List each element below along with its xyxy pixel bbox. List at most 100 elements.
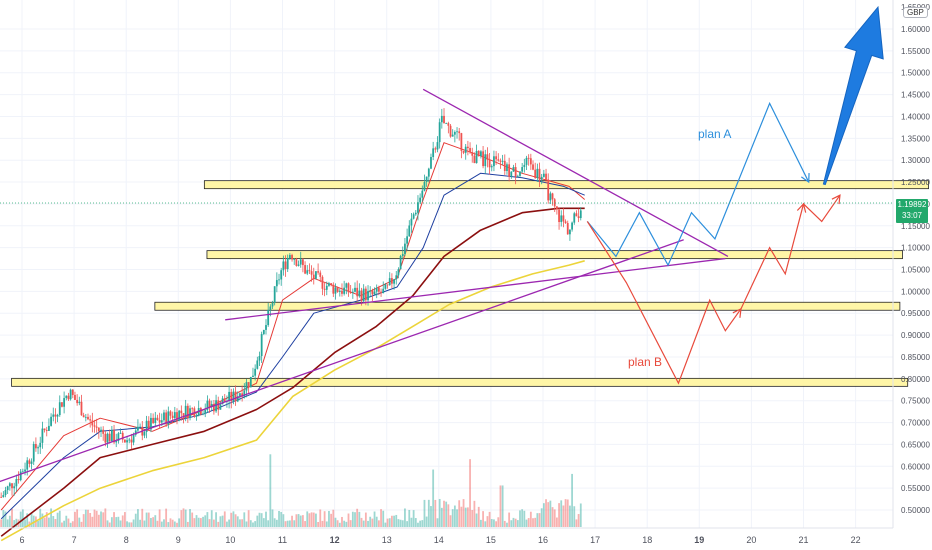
candle-body [171, 415, 174, 418]
volume-bar [141, 508, 144, 527]
candle-body [69, 389, 72, 400]
volume-bar [165, 508, 168, 527]
candle-body [215, 400, 217, 412]
candle-body [486, 154, 489, 160]
candle-body [61, 402, 63, 407]
volume-bar [414, 518, 417, 527]
volume-bar [147, 512, 150, 527]
volume-bar [438, 498, 441, 527]
volume-bar [2, 510, 5, 527]
volume-bar [84, 509, 87, 527]
candle-body [519, 171, 521, 176]
candle-body [100, 429, 102, 432]
volume-bar [297, 514, 300, 527]
grid-lines [0, 0, 893, 528]
volume-bar [256, 515, 259, 527]
volume-bar [532, 518, 534, 527]
volume-bar [191, 512, 194, 527]
candle-body [11, 483, 13, 489]
time-tick-label: 20 [746, 535, 756, 545]
price-tick-label: 0.65000 [901, 440, 930, 449]
candle-body [0, 496, 3, 498]
volume-bar [362, 520, 365, 527]
plan-b-label: plan B [628, 355, 662, 369]
volume-bar [347, 513, 350, 527]
candle-body [523, 164, 526, 168]
candle-body [460, 133, 463, 151]
volume-bar [236, 516, 239, 527]
time-axis[interactable]: 6 7 8 9 10 11 12 13 14 15 16 17 18 19 20 21 22 [19, 535, 860, 545]
trend-lines[interactable] [0, 88, 729, 484]
candle-body [167, 411, 170, 425]
candle-body [440, 115, 443, 123]
candle-body [126, 440, 128, 443]
candle-body [74, 394, 76, 400]
volume-bar [95, 510, 98, 527]
volume-bar [52, 516, 55, 527]
volume-bar [215, 512, 217, 527]
volume-bar [54, 519, 57, 527]
scenario-paths[interactable]: plan A plan B [586, 101, 841, 385]
volume-bar [354, 512, 356, 527]
candle-body [484, 154, 487, 167]
volume-bar [497, 517, 500, 527]
candle-body [369, 290, 372, 291]
candle-body [117, 433, 120, 441]
candle-body [145, 420, 148, 433]
volume-bar [525, 519, 528, 527]
plan-a-arrowhead [800, 173, 810, 184]
volume-bar [423, 499, 426, 527]
candle-body [256, 360, 259, 369]
volume-bar [126, 521, 128, 527]
candle-body [577, 216, 580, 219]
currency-label[interactable]: GBP [903, 7, 928, 18]
candle-body [549, 193, 552, 201]
volume-bar [449, 515, 452, 527]
volume-bar [269, 454, 272, 527]
time-tick-label: 14 [434, 535, 444, 545]
volume-bar [134, 513, 137, 527]
volume-bar [447, 504, 450, 527]
volume-bar [391, 515, 393, 527]
time-tick-label: 11 [278, 535, 287, 545]
candle-body [382, 288, 385, 294]
candle-body [338, 290, 341, 292]
candle-body [475, 150, 478, 164]
candle-body [150, 417, 152, 430]
candle-body [219, 404, 222, 410]
volume-bar [579, 503, 582, 527]
volume-bar [39, 508, 42, 527]
price-tick-label: 0.90000 [901, 331, 930, 340]
candle-body [84, 416, 87, 418]
volume-bar [163, 519, 165, 527]
candle-body [341, 290, 343, 294]
volume-bar [11, 508, 13, 527]
volume-bar [523, 510, 526, 527]
candle-body [347, 283, 350, 293]
candle-body [564, 221, 567, 224]
candle-body [152, 417, 155, 424]
volume-bar [65, 515, 68, 527]
plan-a-label: plan A [698, 127, 731, 141]
volume-bar [189, 509, 191, 527]
volume-bar [293, 520, 296, 527]
volume-bar [265, 511, 267, 527]
candle-body [63, 398, 66, 407]
breakout-arrow[interactable] [822, 5, 884, 186]
price-tick-label: 1.35000 [901, 134, 930, 143]
candle-body [512, 167, 515, 172]
candle-body [54, 414, 57, 417]
candle-body [469, 148, 471, 153]
last-price-value: 1.19892 [897, 200, 927, 210]
candle-body [395, 275, 398, 280]
volume-bar [312, 512, 315, 527]
candle-body [529, 158, 532, 165]
candle-body [388, 278, 391, 286]
volume-bar [173, 521, 176, 527]
volume-bar [560, 500, 563, 527]
volume-bar [182, 508, 185, 527]
candle-body [503, 160, 506, 171]
candle-body [343, 287, 346, 294]
